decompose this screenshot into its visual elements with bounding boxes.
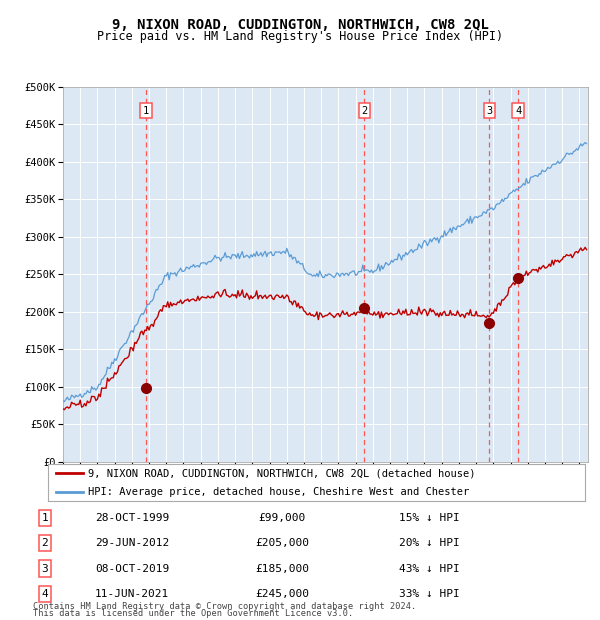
Text: 9, NIXON ROAD, CUDDINGTON, NORTHWICH, CW8 2QL: 9, NIXON ROAD, CUDDINGTON, NORTHWICH, CW… <box>112 18 488 32</box>
Text: 28-OCT-1999: 28-OCT-1999 <box>95 513 169 523</box>
Text: HPI: Average price, detached house, Cheshire West and Chester: HPI: Average price, detached house, Ches… <box>88 487 470 497</box>
Text: 3: 3 <box>486 106 493 116</box>
Text: £99,000: £99,000 <box>259 513 305 523</box>
Text: 4: 4 <box>41 589 49 599</box>
Text: £205,000: £205,000 <box>255 538 309 548</box>
Text: 4: 4 <box>515 106 521 116</box>
Text: 9, NIXON ROAD, CUDDINGTON, NORTHWICH, CW8 2QL (detached house): 9, NIXON ROAD, CUDDINGTON, NORTHWICH, CW… <box>88 468 476 478</box>
Text: 1: 1 <box>41 513 49 523</box>
Text: 33% ↓ HPI: 33% ↓ HPI <box>399 589 460 599</box>
Text: 08-OCT-2019: 08-OCT-2019 <box>95 564 169 574</box>
Text: 1: 1 <box>143 106 149 116</box>
Text: 15% ↓ HPI: 15% ↓ HPI <box>399 513 460 523</box>
Text: 11-JUN-2021: 11-JUN-2021 <box>95 589 169 599</box>
Text: £245,000: £245,000 <box>255 589 309 599</box>
Text: 3: 3 <box>41 564 49 574</box>
Text: Price paid vs. HM Land Registry's House Price Index (HPI): Price paid vs. HM Land Registry's House … <box>97 30 503 43</box>
Text: Contains HM Land Registry data © Crown copyright and database right 2024.: Contains HM Land Registry data © Crown c… <box>33 602 416 611</box>
Text: 29-JUN-2012: 29-JUN-2012 <box>95 538 169 548</box>
Text: 2: 2 <box>361 106 367 116</box>
Text: 2: 2 <box>41 538 49 548</box>
Text: 20% ↓ HPI: 20% ↓ HPI <box>399 538 460 548</box>
Text: This data is licensed under the Open Government Licence v3.0.: This data is licensed under the Open Gov… <box>33 609 353 618</box>
Text: 43% ↓ HPI: 43% ↓ HPI <box>399 564 460 574</box>
Text: £185,000: £185,000 <box>255 564 309 574</box>
